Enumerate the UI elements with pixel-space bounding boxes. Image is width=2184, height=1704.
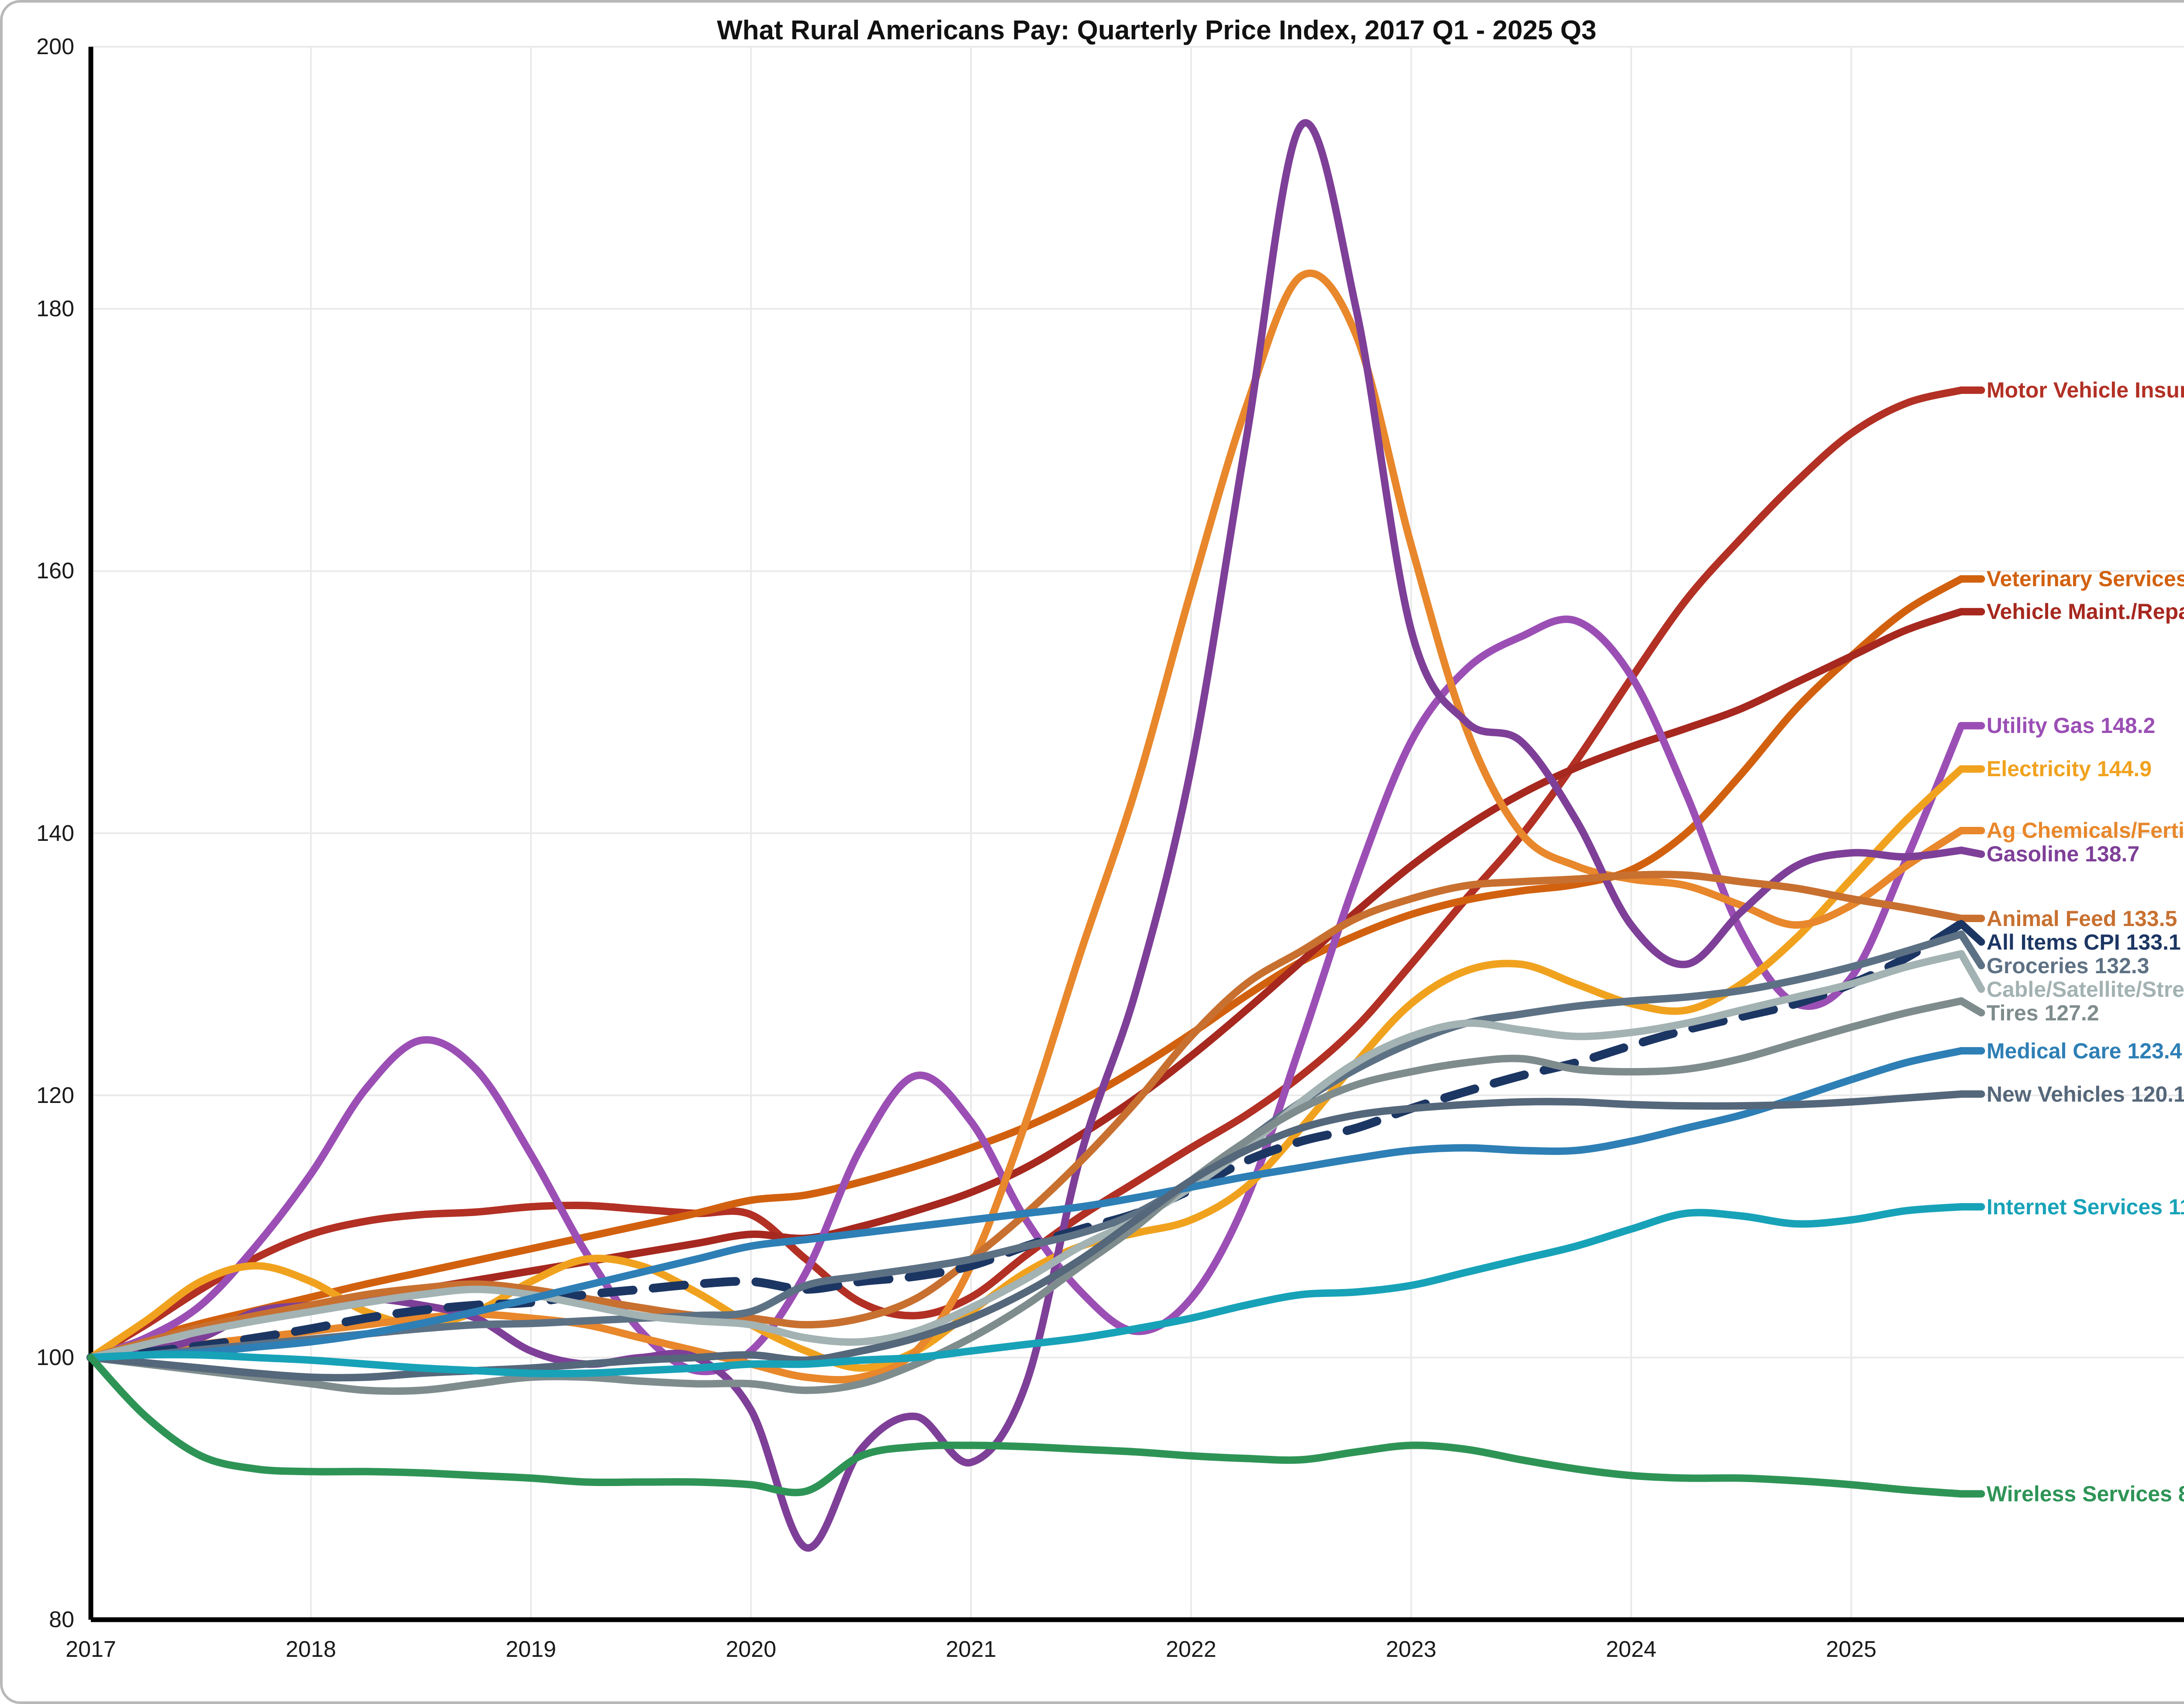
series-end-label: Electricity 144.9 xyxy=(1987,757,2152,781)
series-label-connector xyxy=(1957,847,1985,858)
series-label-connector xyxy=(1957,920,1985,946)
series-end-label: All Items CPI 133.1 xyxy=(1987,930,2181,954)
series-end-label: Tires 127.2 xyxy=(1987,1000,2099,1025)
x-axis-tick-label: 2022 xyxy=(1165,1637,1216,1662)
series-end-label: Wireless Services 89.6 xyxy=(1987,1481,2184,1506)
x-axis-tick-label: 2018 xyxy=(285,1637,336,1662)
x-axis-tick-label: 2020 xyxy=(726,1637,777,1662)
series-line xyxy=(87,950,1965,1362)
series-end-label: Internet Services 111.5 xyxy=(1987,1194,2184,1219)
series-end-label: Animal Feed 133.5 xyxy=(1987,906,2177,931)
x-axis-tick-label: 2023 xyxy=(1386,1637,1437,1662)
series-lines xyxy=(86,119,1985,1552)
series-line xyxy=(87,997,1965,1395)
y-axis-tick-label: 180 xyxy=(36,296,74,322)
series-end-label: Ag Chemicals/Fertilizer 140.2 xyxy=(1987,818,2184,843)
series-end-label: New Vehicles 120.1 xyxy=(1987,1082,2184,1106)
series-line xyxy=(87,1047,1965,1362)
y-axis-tick-label: 140 xyxy=(36,820,74,846)
series-end-label: Cable/Satellite/Streaming 130.8 xyxy=(1987,977,2184,1002)
series-end-label: Gasoline 138.7 xyxy=(1987,842,2140,867)
series-end-label: Vehicle Maint./Repair 156.9 xyxy=(1987,599,2184,624)
gridlines xyxy=(90,46,2184,1621)
series-line xyxy=(87,871,1965,1362)
chart-title: What Rural Americans Pay: Quarterly Pric… xyxy=(717,15,1597,45)
y-axis-tick-label: 80 xyxy=(49,1607,74,1632)
series-line xyxy=(87,1354,1965,1498)
series-label-connector xyxy=(1957,997,1985,1017)
series-line xyxy=(87,386,1965,1362)
x-axis-tick-label: 2025 xyxy=(1826,1637,1876,1662)
y-axis-tick-label: 160 xyxy=(36,558,74,584)
series-end-label: Motor Vehicle Insurance 173.8 xyxy=(1987,378,2184,403)
x-axis-tick-label: 2017 xyxy=(66,1637,116,1662)
y-axis-tick-label: 100 xyxy=(36,1345,74,1370)
series-end-label: Groceries 132.3 xyxy=(1987,953,2149,978)
series-end-label: Veterinary Services 159.4 xyxy=(1987,567,2184,591)
series-line xyxy=(87,1090,1965,1382)
series-line xyxy=(87,1203,1965,1378)
series-label-connector xyxy=(1957,930,1985,970)
figure-card-surface xyxy=(3,3,2184,1701)
series-end-label: Utility Gas 148.2 xyxy=(1987,713,2156,738)
series-label-connector xyxy=(1957,950,1985,993)
x-axis-tick-label: 2019 xyxy=(505,1637,556,1662)
series-line xyxy=(87,575,1965,1362)
y-axis-tick-label: 120 xyxy=(36,1082,74,1108)
y-axis-tick-label: 200 xyxy=(36,34,74,59)
x-axis-tick-label: 2024 xyxy=(1606,1637,1657,1662)
series-end-label: Medical Care 123.4 xyxy=(1987,1038,2182,1063)
x-axis-tick-label: 2021 xyxy=(946,1637,996,1662)
